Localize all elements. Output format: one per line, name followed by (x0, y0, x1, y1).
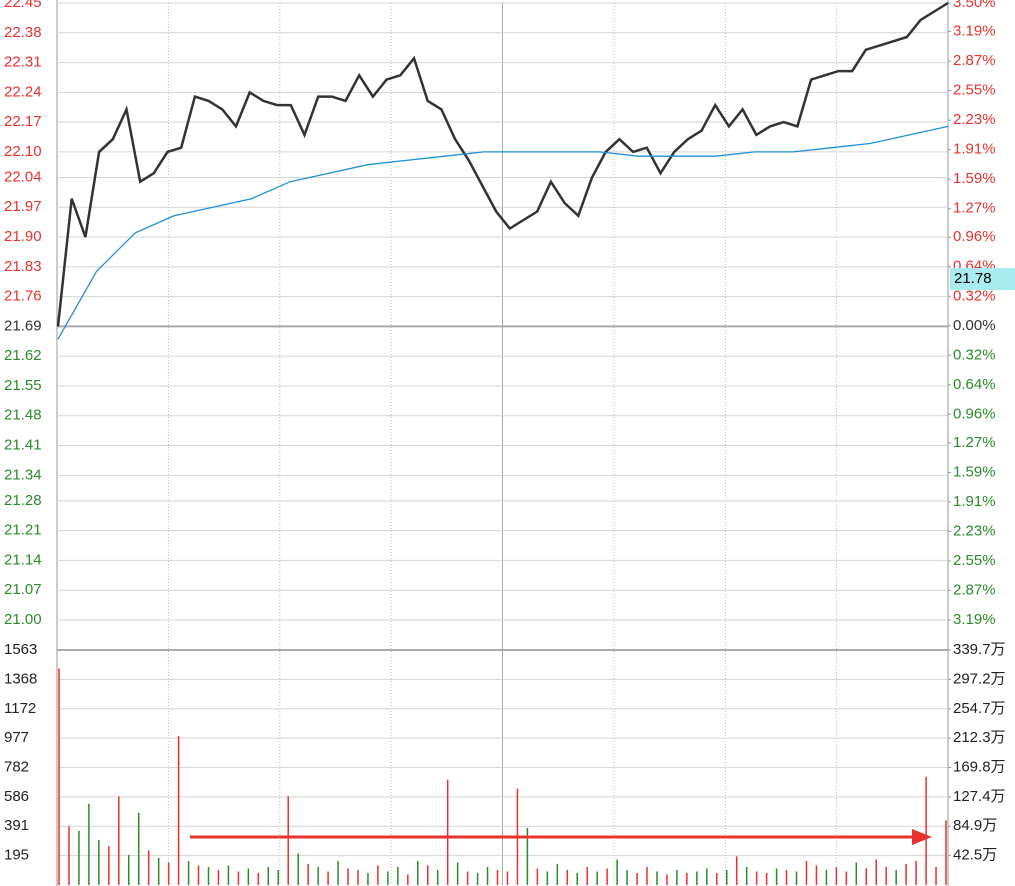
y2-tick-label: 127.4万 (953, 788, 1006, 805)
y2-tick-label: 0.64% (953, 376, 996, 393)
current-price-label: 21.78 (954, 270, 992, 287)
y2-tick-label: 0.00% (953, 317, 996, 334)
y2-tick-label: 1.91% (953, 141, 996, 158)
y-tick-label: 22.31 (4, 54, 42, 71)
y2-tick-label: 1.59% (953, 463, 996, 480)
y-tick-label: 22.24 (4, 83, 42, 100)
y-tick-label: 21.34 (4, 466, 42, 483)
y-tick-label: 1368 (4, 670, 37, 687)
y-tick-label: 21.69 (4, 317, 42, 334)
y-tick-label: 21.21 (4, 522, 42, 539)
y-tick-label: 21.28 (4, 492, 42, 509)
y2-tick-label: 2.23% (953, 111, 996, 128)
y-tick-label: 21.90 (4, 228, 42, 245)
y-tick-label: 586 (4, 788, 29, 805)
y-tick-label: 21.07 (4, 581, 42, 598)
plot: 22.45 22.38 22.31 22.24 22.17 22.10 22.04 21.97… (4, 0, 1015, 885)
y-tick-label: 21.76 (4, 288, 42, 305)
y2-tick-label: 42.5万 (953, 847, 997, 864)
y2-tick-label: 2.87% (953, 581, 996, 598)
y2-tick-label: 169.8万 (953, 759, 1006, 776)
y-tick-label: 21.48 (4, 407, 42, 424)
y-tick-label: 1563 (4, 641, 37, 658)
y2-tick-label: 2.23% (953, 522, 996, 539)
y-tick-label: 22.04 (4, 168, 42, 185)
y-tick-label: 195 (4, 847, 29, 864)
y-tick-label: 1172 (4, 700, 36, 717)
y-tick-label: 21.14 (4, 551, 42, 568)
arrow (190, 829, 932, 845)
y-tick-label: 782 (4, 758, 29, 775)
y2-tick-label: 2.55% (953, 82, 996, 99)
y2-tick-label: 1.27% (953, 434, 996, 451)
y2-tick-label: 0.32% (953, 287, 996, 304)
y-tick-label: 21.83 (4, 258, 42, 275)
y2-tick-label: 1.91% (953, 493, 996, 510)
y2-tick-label: 3.50% (953, 0, 996, 11)
y2-tick-label: 3.19% (953, 611, 996, 628)
y-tick-label: 977 (4, 729, 29, 746)
y2-tick-label: 0.32% (953, 346, 996, 363)
y-tick-label: 22.17 (4, 113, 42, 130)
price-line (56, 1, 949, 327)
y2-tick-label: 212.3万 (953, 729, 1006, 746)
y2-tick-label: 0.96% (953, 228, 996, 245)
y2-tick-label: 297.2万 (953, 670, 1006, 687)
y-tick-label: 21.97 (4, 198, 42, 215)
y-tick-label: 22.45 (4, 0, 42, 11)
y-tick-label: 21.62 (4, 347, 42, 364)
y2-tick-label: 84.9万 (953, 817, 997, 834)
y-tick-label: 22.10 (4, 143, 42, 160)
y-tick-label: 391 (4, 817, 29, 834)
current-price-box (950, 268, 1015, 291)
y-tick-label: 21.55 (4, 377, 42, 394)
y2-tick-label: 0.96% (953, 405, 996, 422)
y-tick-label: 21.00 (4, 611, 42, 628)
y2-tick-label: 254.7万 (953, 700, 1006, 717)
y-tick-label: 22.38 (4, 24, 42, 41)
y2-tick-label: 1.27% (953, 200, 996, 217)
y-tick-label: 21.41 (4, 437, 42, 454)
average-line (57, 125, 949, 340)
y2-tick-label: 2.87% (953, 52, 996, 69)
y2-tick-label: 1.59% (953, 170, 996, 187)
y2-tick-label: 2.55% (953, 552, 996, 569)
y2-tick-label: 3.19% (953, 23, 996, 40)
y2-tick-label: 339.7万 (953, 641, 1006, 658)
